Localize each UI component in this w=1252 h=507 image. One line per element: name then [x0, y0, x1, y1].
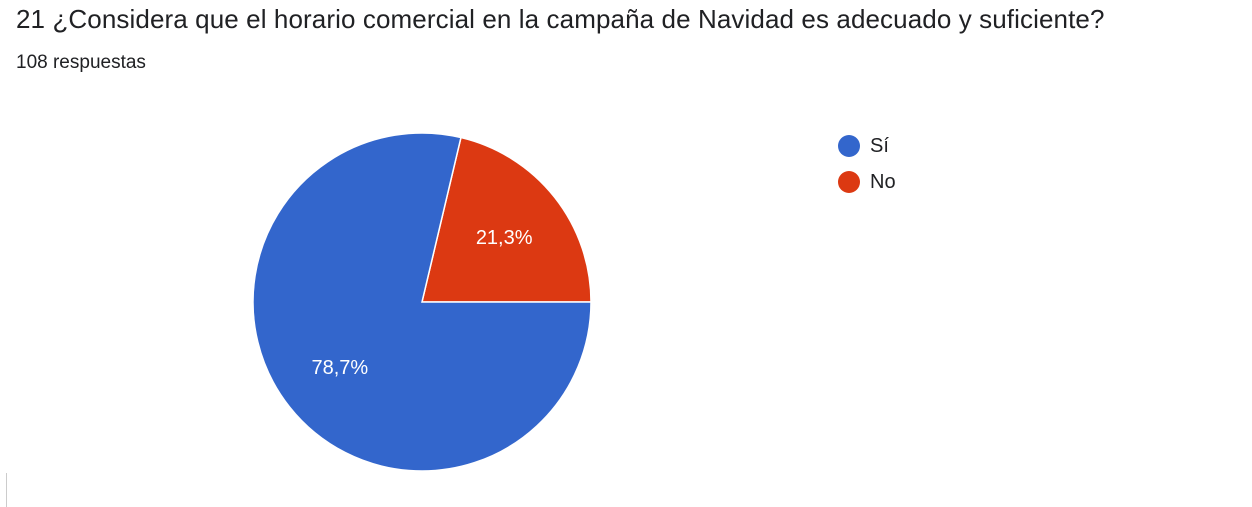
slice-label-si: 78,7%	[311, 357, 368, 379]
chart-legend: Sí No	[838, 133, 896, 205]
slice-no[interactable]	[421, 136, 592, 303]
slice-si[interactable]	[252, 132, 592, 472]
divider-line	[6, 473, 7, 507]
legend-item-si[interactable]: Sí	[838, 133, 896, 159]
legend-swatch-si	[838, 135, 860, 157]
question-title: 21 ¿Considera que el horario comercial e…	[16, 4, 1105, 34]
legend-item-no[interactable]: No	[838, 169, 896, 195]
legend-label-no: No	[870, 170, 896, 193]
legend-label-si: Sí	[870, 134, 889, 157]
response-count: 108 respuestas	[16, 52, 146, 73]
slice-label-no: 21,3%	[476, 227, 533, 249]
legend-swatch-no	[838, 171, 860, 193]
